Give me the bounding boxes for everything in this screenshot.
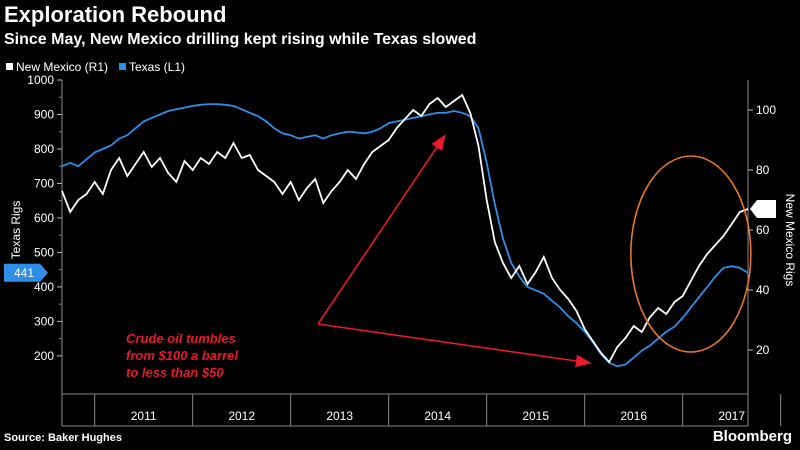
y-right-tick-label: 20 [756, 343, 770, 357]
x-tick-label: 2013 [326, 409, 353, 423]
legend-label: Texas (L1) [129, 60, 185, 74]
legend-swatch-new-mexico [6, 63, 13, 70]
annotation-text: from $100 a barrel [126, 348, 238, 363]
y-left-tick-label: 800 [34, 142, 54, 156]
chart-subtitle: Since May, New Mexico drilling kept risi… [4, 31, 477, 48]
chart-title: Exploration Rebound [4, 2, 227, 27]
new-mexico-last-value: 67 [759, 202, 773, 216]
y-left-tick-label: 400 [34, 280, 54, 294]
annotation-arrow-down [317, 323, 592, 368]
x-tick-label: 2011 [131, 409, 157, 423]
new-mexico-series-line [61, 93, 749, 364]
y-left-axis-title: Texas Rigs [9, 201, 23, 260]
y-left-tick-label: 300 [34, 314, 54, 328]
bloomberg-logo: Bloomberg [712, 428, 792, 445]
y-right-axis-title: New Mexico Rigs [783, 194, 797, 287]
y-left-tick-label: 700 [34, 176, 54, 190]
y-left-tick-label: 200 [34, 349, 54, 363]
annotation-arrow-up [317, 134, 446, 325]
new-mexico-last-value-tag [750, 200, 776, 218]
x-tick-label: 2017 [718, 409, 745, 423]
y-right-tick-label: 60 [756, 223, 770, 237]
x-tick-label: 2016 [620, 409, 647, 423]
y-left-tick-label: 900 [34, 107, 54, 121]
y-left-tick-label: 1000 [27, 73, 54, 87]
legend-label: New Mexico (R1) [16, 60, 108, 74]
y-left-tick-label: 500 [34, 245, 54, 259]
legend-swatch-texas [119, 63, 126, 70]
y-right-tick-label: 80 [756, 163, 770, 177]
texas-last-value: 441 [14, 266, 34, 280]
x-tick-label: 2012 [228, 409, 255, 423]
y-right-tick-label: 40 [756, 283, 770, 297]
annotation-text: to less than $50 [126, 365, 224, 380]
x-tick-label: 2015 [522, 409, 549, 423]
highlight-circle [630, 155, 752, 353]
y-right-tick-label: 100 [756, 103, 776, 117]
texas-last-value-tag [4, 263, 48, 282]
x-tick-label: 2014 [424, 409, 451, 423]
source-note: Source: Baker Hughes [4, 432, 122, 444]
y-left-tick-label: 600 [34, 211, 54, 225]
annotation-text: Crude oil tumbles [126, 331, 236, 346]
